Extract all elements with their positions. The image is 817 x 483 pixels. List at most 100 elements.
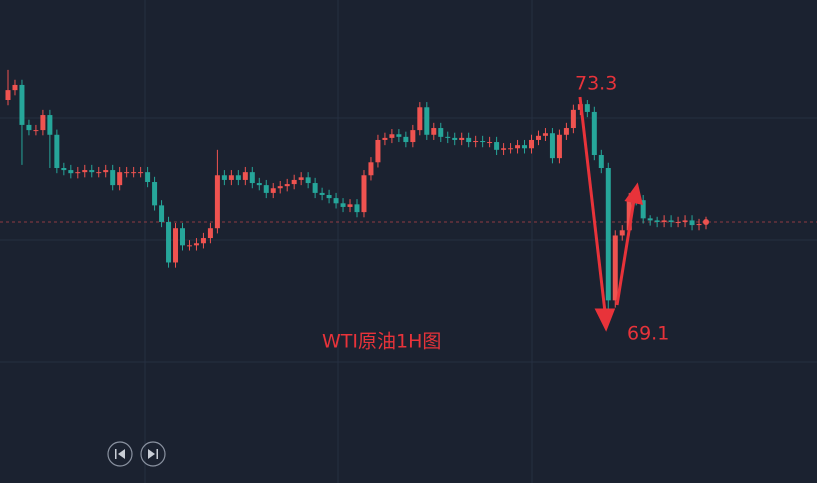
- candle-body: [612, 235, 618, 301]
- candle-body: [389, 134, 395, 138]
- candle-body: [696, 224, 702, 226]
- candle-body: [54, 134, 60, 168]
- candle-body: [522, 145, 528, 149]
- candle-body: [591, 111, 597, 156]
- candle-body: [263, 185, 269, 193]
- candle-body: [340, 203, 346, 207]
- candle-body: [689, 220, 695, 226]
- candle-body: [270, 188, 276, 193]
- candle-body: [410, 130, 416, 143]
- candle-body: [549, 133, 555, 159]
- next-button[interactable]: [140, 441, 166, 467]
- candle-body: [570, 109, 576, 129]
- candle-body: [647, 218, 653, 221]
- candle-body: [103, 170, 109, 173]
- candle-body: [654, 220, 660, 222]
- last-price-dot: [703, 218, 709, 225]
- candle-body: [487, 142, 493, 144]
- candle-body: [249, 172, 255, 184]
- chart-title: WTI原油1H图: [322, 331, 441, 353]
- candle-body: [542, 133, 548, 136]
- candle-body: [152, 182, 158, 206]
- candle-body: [452, 137, 458, 140]
- candle-body: [424, 107, 430, 135]
- candle-body: [145, 172, 151, 183]
- candle-body: [166, 221, 172, 263]
- candle-body: [228, 175, 234, 180]
- candle-body: [619, 230, 625, 236]
- candle-body: [396, 134, 402, 137]
- candle-body: [556, 134, 562, 159]
- candle-body: [26, 124, 32, 131]
- candle-body: [33, 130, 39, 132]
- candle-body: [12, 84, 18, 91]
- candle-body: [5, 90, 11, 100]
- candle-body: [480, 141, 486, 143]
- candle-body: [242, 172, 248, 180]
- candle-body: [459, 137, 465, 140]
- candle-body: [298, 177, 304, 180]
- candle-body: [375, 139, 381, 163]
- plot: [0, 69, 817, 318]
- candle-body: [682, 220, 688, 222]
- candle-body: [207, 228, 213, 239]
- candle-body: [347, 204, 353, 207]
- candle-body: [61, 167, 67, 171]
- candle-body: [75, 172, 81, 174]
- candle-body: [68, 170, 74, 174]
- candle-body: [284, 184, 290, 187]
- candle-body: [117, 172, 123, 186]
- candle-body: [96, 172, 102, 174]
- candle-body: [277, 186, 283, 189]
- candle-body: [598, 155, 604, 168]
- candle-body: [535, 135, 541, 140]
- candle-body: [626, 198, 632, 231]
- candle-body: [89, 170, 95, 173]
- candle-body: [494, 142, 500, 150]
- candle-body: [417, 107, 423, 131]
- candle-body: [675, 221, 681, 223]
- candle-body: [305, 177, 311, 184]
- candle-body: [438, 128, 444, 137]
- candle-body: [501, 148, 507, 150]
- candle-body: [214, 175, 220, 229]
- candle-body: [431, 128, 437, 135]
- candle-body: [235, 175, 241, 180]
- candle-body: [368, 162, 374, 176]
- candle-body: [563, 128, 569, 135]
- candle-body: [605, 167, 611, 301]
- candle-body: [159, 205, 165, 222]
- candle-body: [661, 220, 667, 222]
- candle-body: [186, 245, 192, 247]
- candle-body: [354, 204, 360, 213]
- candle-body: [515, 145, 521, 149]
- annotation: 73.3: [575, 73, 617, 95]
- candle-body: [445, 136, 451, 138]
- candle-body: [173, 228, 179, 263]
- candle-body: [466, 137, 472, 143]
- candle-body: [110, 170, 116, 186]
- candle-body: [403, 136, 409, 143]
- candle-body: [40, 115, 46, 131]
- prev-button[interactable]: [107, 441, 133, 467]
- candle-body: [131, 172, 137, 174]
- candle-body: [529, 139, 534, 149]
- candle-body: [333, 198, 339, 204]
- candle-body: [47, 115, 53, 135]
- arrows: [578, 96, 644, 332]
- candle-body: [584, 104, 590, 112]
- candle-body: [382, 137, 388, 140]
- candle-body: [82, 170, 88, 173]
- candle-body: [319, 192, 325, 195]
- candle-body: [508, 148, 514, 150]
- candle-body: [361, 175, 367, 213]
- candle-body: [640, 200, 646, 219]
- candle-body: [668, 220, 674, 222]
- candle-body: [473, 141, 479, 143]
- candle-body: [138, 172, 144, 174]
- candle-body: [193, 243, 199, 246]
- candle-body: [200, 238, 206, 244]
- candle-body: [124, 172, 130, 174]
